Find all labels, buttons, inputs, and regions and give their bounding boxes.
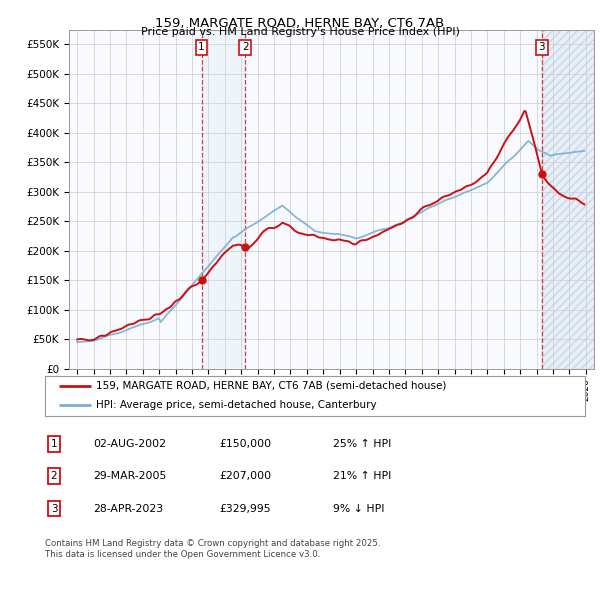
Text: Price paid vs. HM Land Registry's House Price Index (HPI): Price paid vs. HM Land Registry's House … [140,27,460,37]
Text: 28-APR-2023: 28-APR-2023 [93,504,163,513]
Text: 1: 1 [198,42,205,52]
Text: £150,000: £150,000 [219,439,271,448]
Text: Contains HM Land Registry data © Crown copyright and database right 2025.
This d: Contains HM Land Registry data © Crown c… [45,539,380,559]
Bar [202,30,245,369]
Text: 02-AUG-2002: 02-AUG-2002 [93,439,166,448]
Text: £329,995: £329,995 [219,504,271,513]
Text: 159, MARGATE ROAD, HERNE BAY, CT6 7AB (semi-detached house): 159, MARGATE ROAD, HERNE BAY, CT6 7AB (s… [96,381,446,391]
Text: 3: 3 [50,504,58,513]
Text: 25% ↑ HPI: 25% ↑ HPI [333,439,391,448]
Text: 2: 2 [242,42,248,52]
Text: 3: 3 [539,42,545,52]
Text: 29-MAR-2005: 29-MAR-2005 [93,471,166,481]
Text: HPI: Average price, semi-detached house, Canterbury: HPI: Average price, semi-detached house,… [96,399,377,409]
Text: 2: 2 [50,471,58,481]
Text: £207,000: £207,000 [219,471,271,481]
Text: 1: 1 [50,439,58,448]
Text: 159, MARGATE ROAD, HERNE BAY, CT6 7AB: 159, MARGATE ROAD, HERNE BAY, CT6 7AB [155,17,445,30]
Text: 21% ↑ HPI: 21% ↑ HPI [333,471,391,481]
Bar [542,30,594,369]
Text: 9% ↓ HPI: 9% ↓ HPI [333,504,385,513]
